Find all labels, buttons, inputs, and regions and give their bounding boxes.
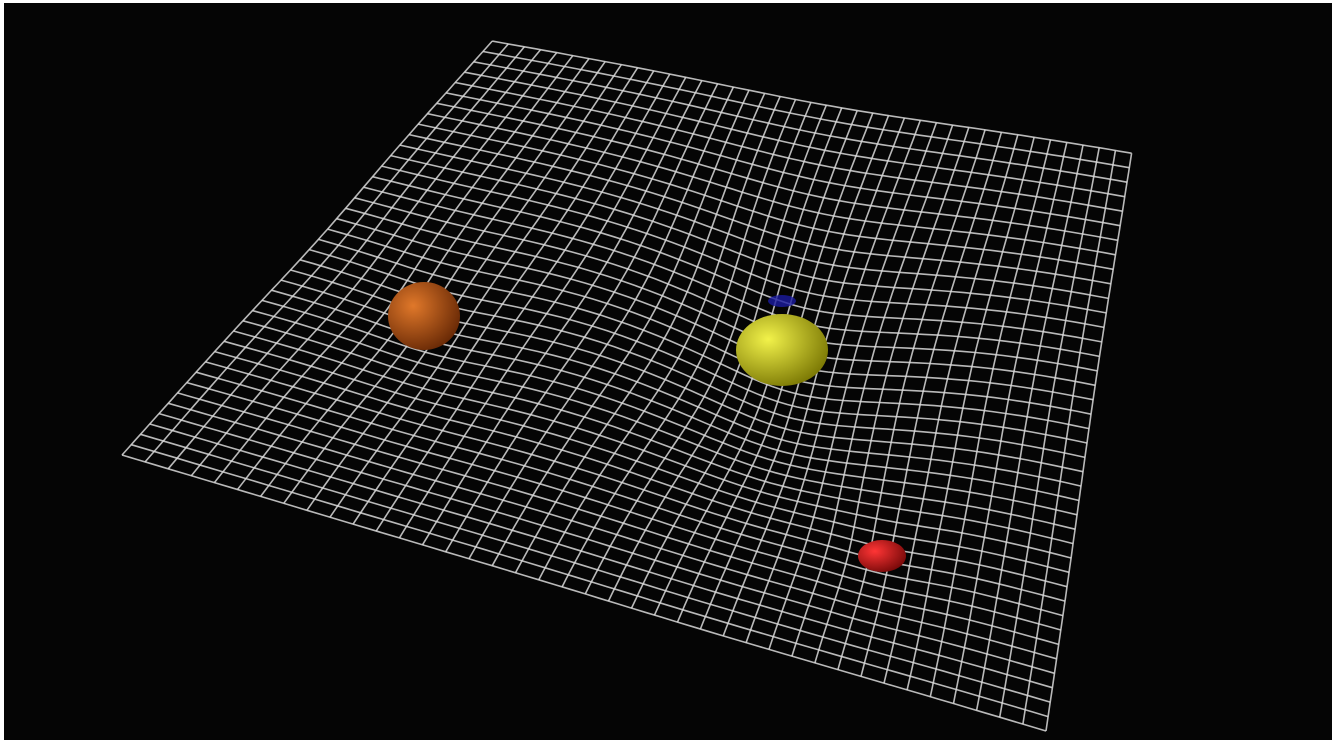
grid-line-v-23 [653,110,858,616]
grid-line-v-24 [676,112,874,623]
grid-line-v-27 [745,120,922,643]
grid-line-h-30 [214,350,1068,588]
grid-line-h-37 [149,423,1053,689]
grid-line-v-25 [699,115,890,630]
yellow-sphere-shadow [768,295,796,307]
spheres [388,282,906,572]
grid-line-v-32 [860,132,1003,677]
grid-line-h-14 [363,186,1100,358]
grid-line-h-38 [140,433,1051,703]
grid-line-v-22 [630,107,843,609]
grid-line-h-15 [354,197,1098,372]
grid-line-v-35 [929,139,1052,697]
grid-line-v-21 [607,104,828,602]
grid-line-h-35 [168,402,1057,660]
grid-line-h-31 [205,361,1066,602]
grid-line-h-4 [455,81,1123,212]
grid-line-h-29 [223,340,1070,574]
grid-line-v-26 [722,117,906,637]
grid-line-h-40 [121,454,1047,732]
scene-frame [4,3,1332,740]
grid-line-h-33 [186,381,1062,631]
grid-line-v-38 [998,147,1100,718]
grid-line-h-25 [261,299,1078,516]
grid-line-v-33 [883,134,1019,684]
grid-line-v-28 [768,122,938,650]
grid-line-v-29 [791,124,954,657]
grid-line-v-34 [906,137,1035,691]
grid-line-v-36 [952,142,1068,704]
grid-line-h-34 [177,392,1059,646]
grid-line-h-28 [233,330,1072,559]
grid-line-h-39 [131,443,1049,718]
grid-line-h-32 [195,371,1064,617]
grid-line-v-40 [1045,153,1133,732]
grid-line-v-31 [837,129,986,670]
grid-line-h-3 [464,71,1125,198]
grid-line-h-1 [482,50,1130,169]
grid-line-h-26 [252,309,1076,530]
warped-grid [121,40,1133,732]
spacetime-scene [121,40,1133,732]
grid-line-h-27 [242,320,1074,545]
grid-line-v-30 [814,127,970,664]
grid-line-v-39 [1022,150,1117,725]
grid-line-h-36 [158,412,1055,675]
orange-sphere [388,282,460,350]
grid-line-h-2 [473,61,1128,183]
grid-line-v-37 [975,144,1084,711]
yellow-sphere [736,314,828,386]
red-sphere [858,540,906,572]
